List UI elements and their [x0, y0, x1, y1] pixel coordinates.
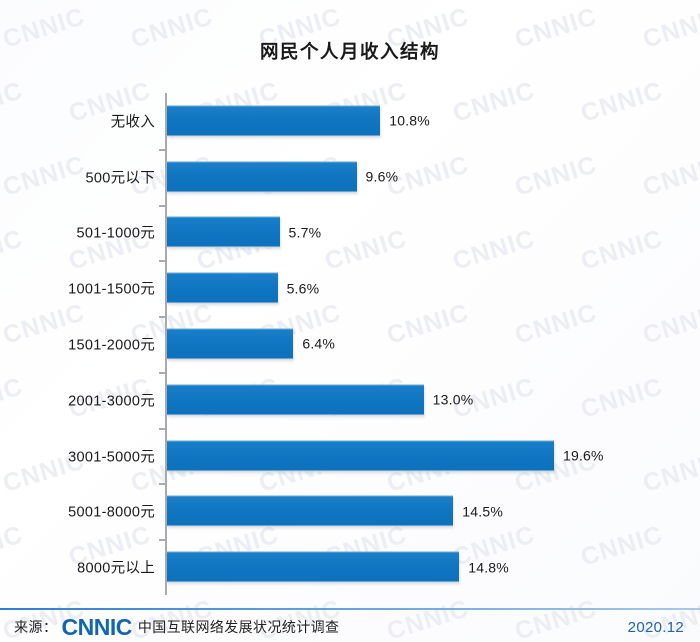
cnnic-logo: CNNIC — [61, 613, 133, 640]
source-group: 来源： CNNIC 中国互联网络发展状况统计调查 — [14, 612, 339, 642]
bar — [167, 440, 554, 472]
bar — [167, 161, 357, 193]
bar-wrapper: 5.7% — [167, 216, 321, 248]
value-label: 10.8% — [389, 112, 430, 129]
axis-tick — [159, 148, 165, 151]
category-label: 8000元以上 — [77, 560, 155, 577]
value-label: 14.8% — [468, 559, 509, 576]
bar-wrapper: 13.0% — [167, 384, 473, 416]
bar-row: 1501-2000元 6.4% — [0, 316, 700, 372]
y-axis-line — [165, 93, 167, 595]
bar-wrapper: 10.8% — [167, 105, 430, 137]
axis-tick — [159, 371, 165, 374]
category-label: 501-1000元 — [76, 225, 155, 242]
bar-wrapper: 14.8% — [167, 551, 509, 583]
bar — [167, 105, 381, 137]
bar-row: 3001-5000元 19.6% — [0, 428, 700, 484]
bar — [167, 328, 294, 360]
bar-row: 2001-3000元 13.0% — [0, 372, 700, 428]
footer-divider — [0, 608, 700, 610]
axis-tick — [159, 539, 165, 542]
axis-tick — [159, 260, 165, 263]
bar — [167, 495, 454, 527]
bar-wrapper: 19.6% — [167, 440, 604, 472]
chart-title: 网民个人月收入结构 — [259, 41, 440, 62]
value-label: 13.0% — [432, 391, 474, 408]
bar-row: 1001-1500元 5.6% — [0, 260, 700, 316]
axis-tick — [159, 427, 165, 430]
value-label: 6.4% — [302, 335, 336, 352]
bar-row: 500元以下 9.6% — [0, 149, 700, 205]
axis-tick — [159, 483, 165, 486]
category-label: 5001-8000元 — [68, 504, 155, 521]
survey-name: 中国互联网络发展状况统计调查 — [137, 619, 340, 635]
bar — [167, 216, 280, 248]
axis-tick — [159, 316, 165, 319]
category-label: 500元以下 — [85, 170, 155, 187]
category-label: 1501-2000元 — [68, 337, 155, 354]
source-label: 来源： — [14, 619, 58, 635]
value-label: 19.6% — [563, 447, 604, 464]
category-label: 无收入 — [110, 114, 155, 131]
axis-tick — [159, 204, 165, 207]
bar-row: 无收入 10.8% — [0, 93, 700, 149]
footer: 来源： CNNIC 中国互联网络发展状况统计调查 2020.12 — [0, 612, 700, 642]
bar-wrapper: 6.4% — [167, 328, 335, 360]
category-label: 1001-1500元 — [68, 281, 155, 298]
bar — [167, 551, 460, 583]
bar-row: 8000元以上 14.8% — [0, 539, 700, 595]
bar-wrapper: 9.6% — [167, 161, 398, 193]
category-label: 2001-3000元 — [68, 393, 155, 410]
value-label: 5.7% — [288, 224, 322, 241]
value-label: 5.6% — [286, 280, 320, 297]
bar-row: 501-1000元 5.7% — [0, 205, 700, 261]
category-label: 3001-5000元 — [68, 449, 155, 466]
bar-wrapper: 14.5% — [167, 495, 503, 527]
value-label: 9.6% — [365, 168, 399, 185]
bar-wrapper: 5.6% — [167, 272, 319, 304]
value-label: 14.5% — [462, 503, 503, 520]
bar-row: 5001-8000元 14.5% — [0, 483, 700, 539]
report-date: 2020.12 — [627, 618, 684, 636]
bar — [167, 272, 278, 304]
bar — [167, 384, 424, 416]
plot-area: 无收入 10.8% 500元以下 9.6% 501-1000元 5.7% 1001-1500… — [0, 93, 700, 595]
